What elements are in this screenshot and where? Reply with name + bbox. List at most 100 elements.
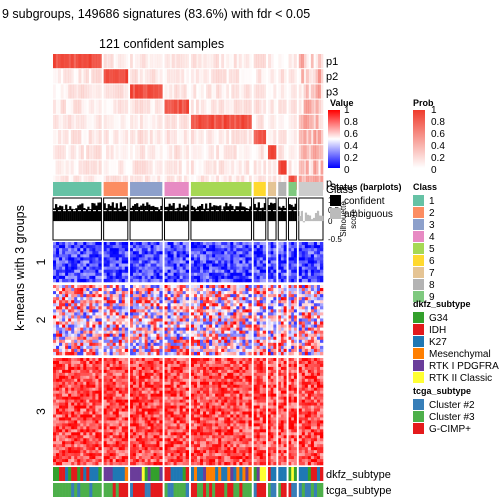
heatmap-cell xyxy=(230,339,234,344)
heatmap-cell xyxy=(106,263,110,267)
heatmap-cell xyxy=(124,309,129,313)
heatmap-cell xyxy=(115,387,120,391)
heatmap-cell xyxy=(56,330,60,334)
heatmap-cell xyxy=(221,251,225,255)
heatmap-cell xyxy=(301,315,306,319)
heatmap-cell xyxy=(203,300,207,304)
heatmap-cell xyxy=(218,291,222,295)
heatmap-cell xyxy=(319,248,324,252)
heatmap-cell xyxy=(203,278,207,283)
heatmap-cell xyxy=(106,384,110,389)
heatmap-cell xyxy=(293,285,297,289)
heatmap-cell xyxy=(153,263,157,267)
heatmap-cell xyxy=(109,345,114,350)
heatmap-cell xyxy=(103,444,107,448)
heatmap-cell xyxy=(86,423,90,427)
heatmap-cell xyxy=(242,257,246,261)
heatmap-cell xyxy=(200,312,204,316)
prob-cell-p3 xyxy=(201,84,204,99)
prob-cell-p4 xyxy=(243,99,247,114)
heatmap-cell xyxy=(221,278,225,283)
heatmap-cell xyxy=(164,272,168,277)
heatmap-cell xyxy=(196,339,201,344)
heatmap-cell xyxy=(71,300,75,304)
heatmap-cell xyxy=(170,339,174,344)
heatmap-cell xyxy=(59,462,63,466)
heatmap-cell xyxy=(92,263,96,267)
prob-cell-p4 xyxy=(308,99,312,114)
heatmap-cell xyxy=(83,399,87,403)
heatmap-cell xyxy=(304,300,309,304)
heatmap-cell xyxy=(215,297,219,301)
heatmap-cell xyxy=(77,285,81,289)
heatmap-cell xyxy=(316,345,321,350)
heatmap-cell xyxy=(288,278,292,283)
heatmap-cell xyxy=(230,275,234,280)
prob-cell-p7 xyxy=(157,145,160,159)
heatmap-cell xyxy=(307,339,312,344)
heatmap-cell xyxy=(92,378,96,383)
heatmap-cell xyxy=(109,396,114,400)
prob-cell-p2 xyxy=(221,69,225,84)
heatmap-cell xyxy=(212,242,216,246)
heatmap-cell xyxy=(121,278,126,283)
heatmap-cell xyxy=(83,420,87,424)
heatmap-cell xyxy=(253,251,257,255)
heatmap-cell xyxy=(173,333,177,338)
heatmap-cell xyxy=(212,245,216,249)
heatmap-cell xyxy=(68,306,72,310)
heatmap-cell xyxy=(319,336,324,341)
heatmap-cell xyxy=(267,257,271,261)
heatmap-cell xyxy=(182,272,187,277)
heatmap-cell xyxy=(71,269,75,274)
heatmap-cell xyxy=(283,260,287,264)
heatmap-cell xyxy=(89,393,93,397)
heatmap-cell xyxy=(253,324,257,328)
heatmap-cell xyxy=(92,333,96,338)
heatmap-cell xyxy=(280,321,284,325)
heatmap-cell xyxy=(135,336,140,341)
heatmap-cell xyxy=(236,327,240,331)
heatmap-cell xyxy=(95,417,99,421)
heatmap-cell xyxy=(141,269,146,274)
prob-cell-p1 xyxy=(260,54,264,69)
heatmap-cell xyxy=(121,462,126,466)
heatmap-cell xyxy=(86,339,90,344)
heatmap-cell xyxy=(65,441,69,445)
heatmap-cell xyxy=(68,242,72,246)
heatmap-cell xyxy=(68,420,72,424)
heatmap-cell xyxy=(236,321,240,325)
heatmap-cell xyxy=(121,456,126,460)
silhouette-bar xyxy=(261,207,264,222)
heatmap-cell xyxy=(313,263,318,267)
heatmap-cell xyxy=(200,257,204,261)
heatmap-cell xyxy=(236,257,240,261)
heatmap-cell xyxy=(212,333,216,338)
heatmap-cell xyxy=(109,432,114,436)
prob-cell-p4 xyxy=(142,99,146,114)
heatmap-cell xyxy=(53,399,57,403)
heatmap-cell xyxy=(215,278,219,283)
prob-cell-p2 xyxy=(81,69,84,83)
heatmap-cell xyxy=(124,447,129,451)
heatmap-cell xyxy=(307,330,312,334)
heatmap-cell xyxy=(103,351,107,356)
prob-cell-p2 xyxy=(270,69,274,84)
prob-cell-p5 xyxy=(130,114,133,129)
heatmap-cell xyxy=(233,245,237,249)
prob-cell-p7 xyxy=(171,145,175,160)
heatmap-cell xyxy=(262,288,267,292)
heatmap-cell xyxy=(62,254,66,258)
heatmap-cell xyxy=(92,366,96,371)
heatmap-cell xyxy=(56,342,60,347)
heatmap-cell xyxy=(112,306,117,310)
heatmap-cell xyxy=(280,351,284,356)
heatmap-cell xyxy=(209,342,213,347)
heatmap-cell xyxy=(227,300,231,304)
heatmap-cell xyxy=(112,393,117,397)
heatmap-cell xyxy=(132,345,137,350)
heatmap-cell xyxy=(242,278,246,283)
heatmap-cell xyxy=(124,303,129,307)
heatmap-cell xyxy=(98,251,102,255)
prob-cell-p8 xyxy=(86,160,89,175)
